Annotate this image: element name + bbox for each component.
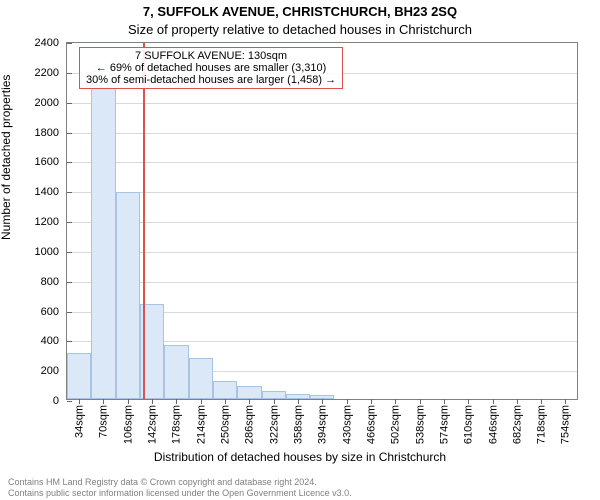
x-tick-label: 34sqm [74, 405, 86, 438]
y-tick-label: 600 [41, 306, 67, 318]
reference-line [143, 43, 145, 399]
x-tick-label: 178sqm [171, 405, 183, 444]
info-box: 7 SUFFOLK AVENUE: 130sqm← 69% of detache… [79, 47, 343, 89]
x-tick-mark [565, 399, 566, 404]
y-tick-label: 200 [41, 365, 67, 377]
y-tick-label: 2200 [35, 67, 67, 79]
x-tick-label: 106sqm [122, 405, 134, 444]
x-tick-label: 142sqm [147, 405, 159, 444]
x-tick-mark [249, 399, 250, 404]
y-tick-label: 0 [53, 395, 67, 407]
x-tick-mark [79, 399, 80, 404]
y-tick-label: 1400 [35, 186, 67, 198]
x-tick-mark [176, 399, 177, 404]
x-axis-label: Distribution of detached houses by size … [0, 450, 600, 464]
y-axis-label: Number of detached properties [0, 75, 13, 240]
x-tick-mark [128, 399, 129, 404]
y-tick-label: 1200 [35, 216, 67, 228]
chart-plot-area: 0200400600800100012001400160018002000220… [66, 42, 578, 400]
footer-line-1: Contains HM Land Registry data © Crown c… [8, 477, 352, 487]
y-tick-label: 1000 [35, 246, 67, 258]
x-tick-label: 322sqm [268, 405, 280, 444]
page-title-line2: Size of property relative to detached ho… [0, 22, 600, 37]
histogram-bar [213, 381, 237, 399]
y-tick-label: 1600 [35, 156, 67, 168]
footer-line-2: Contains public sector information licen… [8, 488, 352, 498]
x-tick-mark [517, 399, 518, 404]
page-title-line1: 7, SUFFOLK AVENUE, CHRISTCHURCH, BH23 2S… [0, 4, 600, 19]
x-tick-mark [225, 399, 226, 404]
x-tick-label: 754sqm [560, 405, 572, 444]
y-tick-label: 2000 [35, 97, 67, 109]
x-tick-mark [103, 399, 104, 404]
x-tick-label: 646sqm [487, 405, 499, 444]
x-tick-label: 574sqm [438, 405, 450, 444]
x-tick-mark [347, 399, 348, 404]
x-tick-mark [371, 399, 372, 404]
x-tick-label: 70sqm [98, 405, 110, 438]
x-tick-mark [468, 399, 469, 404]
info-box-line: ← 69% of detached houses are smaller (3,… [86, 62, 336, 74]
histogram-bar [67, 353, 91, 399]
x-tick-label: 718sqm [536, 405, 548, 444]
x-tick-mark [298, 399, 299, 404]
y-tick-label: 400 [41, 335, 67, 347]
histogram-bar [116, 192, 140, 399]
x-tick-label: 430sqm [341, 405, 353, 444]
x-tick-label: 682sqm [511, 405, 523, 444]
x-tick-label: 610sqm [463, 405, 475, 444]
x-tick-mark [152, 399, 153, 404]
x-tick-mark [322, 399, 323, 404]
x-tick-mark [541, 399, 542, 404]
x-tick-label: 286sqm [244, 405, 256, 444]
x-tick-label: 358sqm [293, 405, 305, 444]
x-tick-label: 250sqm [220, 405, 232, 444]
x-tick-mark [395, 399, 396, 404]
histogram-bar [262, 391, 286, 399]
histogram-bar [91, 71, 115, 399]
histogram-bar [237, 386, 261, 399]
x-tick-label: 538sqm [414, 405, 426, 444]
x-tick-mark [493, 399, 494, 404]
y-tick-label: 1800 [35, 127, 67, 139]
info-box-line: 7 SUFFOLK AVENUE: 130sqm [86, 50, 336, 62]
histogram-bar [164, 345, 188, 399]
footer-credits: Contains HM Land Registry data © Crown c… [8, 477, 352, 498]
x-tick-label: 214sqm [195, 405, 207, 444]
x-tick-mark [274, 399, 275, 404]
info-box-line: 30% of semi-detached houses are larger (… [86, 74, 336, 86]
x-tick-mark [420, 399, 421, 404]
x-tick-label: 466sqm [365, 405, 377, 444]
y-tick-label: 800 [41, 276, 67, 288]
x-tick-mark [444, 399, 445, 404]
y-tick-label: 2400 [35, 37, 67, 49]
histogram-bar [189, 358, 213, 399]
x-tick-mark [201, 399, 202, 404]
x-tick-label: 394sqm [317, 405, 329, 444]
x-tick-label: 502sqm [390, 405, 402, 444]
